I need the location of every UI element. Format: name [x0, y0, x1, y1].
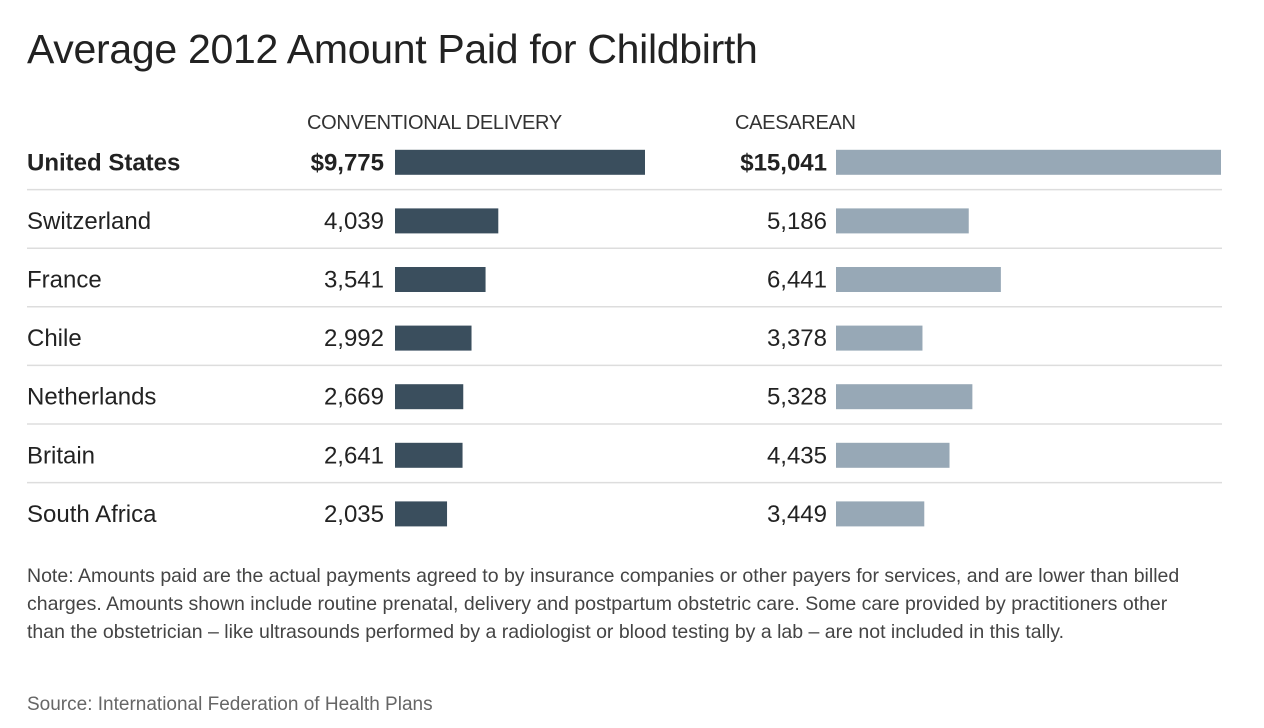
conventional-value-netherlands: 2,669 — [324, 384, 384, 411]
bar-chart: United States $9,775 $15,041 Switzerland 4,0… — [27, 149, 1222, 528]
caesarean-value-netherlands: 5,328 — [767, 384, 827, 411]
conventional-bar-chile — [395, 325, 472, 351]
caesarean-bar-chile — [836, 325, 923, 351]
country-label-france: France — [27, 267, 102, 294]
conventional-bar-france — [395, 267, 486, 292]
country-label-britain: Britain — [27, 442, 95, 469]
conventional-bar-united-states — [395, 149, 645, 175]
country-label-netherlands: Netherlands — [27, 384, 156, 411]
caesarean-bar-britain — [836, 442, 950, 468]
caesarean-value-chile: 3,378 — [767, 325, 827, 352]
caesarean-bar-south-africa — [836, 501, 925, 527]
caesarean-value-france: 6,441 — [767, 267, 827, 294]
caesarean-value-united-states: $15,041 — [740, 149, 827, 176]
caesarean-value-south-africa: 3,449 — [767, 501, 827, 528]
country-label-south-africa: South Africa — [27, 501, 157, 528]
conventional-value-france: 3,541 — [324, 267, 384, 294]
caesarean-bar-switzerland — [836, 208, 969, 234]
country-label-united-states: United States — [27, 149, 180, 176]
conventional-delivery-header: CONVENTIONAL DELIVERY — [307, 112, 562, 134]
conventional-value-united-states: $9,775 — [311, 149, 384, 176]
conventional-value-south-africa: 2,035 — [324, 501, 384, 528]
country-label-chile: Chile — [27, 325, 82, 352]
caesarean-bar-united-states — [836, 149, 1221, 175]
caesarean-value-switzerland: 5,186 — [767, 208, 827, 235]
conventional-value-britain: 2,641 — [324, 442, 384, 469]
chart-note: Note: Amounts paid are the actual paymen… — [27, 565, 1180, 643]
caesarean-value-britain: 4,435 — [767, 442, 827, 469]
country-label-switzerland: Switzerland — [27, 208, 151, 235]
chart-source: Source: International Federation of Heal… — [27, 694, 433, 715]
chart-title: Average 2012 Amount Paid for Childbirth — [27, 26, 758, 72]
conventional-value-chile: 2,992 — [324, 325, 384, 352]
caesarean-bar-france — [836, 267, 1001, 292]
caesarean-bar-netherlands — [836, 384, 973, 410]
conventional-bar-netherlands — [395, 384, 464, 410]
conventional-bar-south-africa — [395, 501, 448, 527]
conventional-bar-switzerland — [395, 208, 499, 234]
conventional-value-switzerland: 4,039 — [324, 208, 384, 235]
conventional-bar-britain — [395, 442, 463, 468]
caesarean-header: CAESAREAN — [735, 112, 856, 134]
